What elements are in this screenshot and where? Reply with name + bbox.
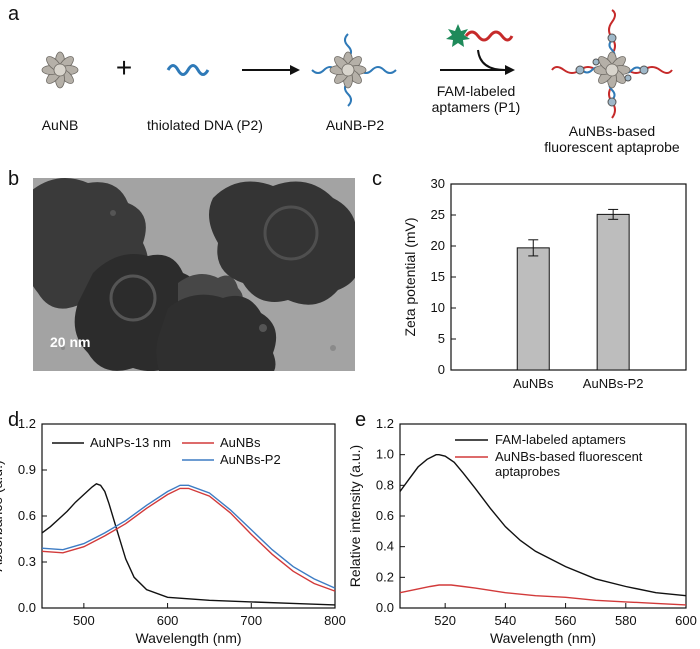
panel-label-d: d [8, 409, 19, 431]
y-tick-label: 0.4 [376, 539, 394, 554]
y-tick-label: 0 [438, 362, 445, 377]
series-line [399, 454, 687, 597]
y-tick-label: 25 [431, 207, 445, 222]
y-tick-label: 0.8 [376, 477, 394, 492]
legend-label: aptaprobes [495, 464, 561, 479]
scheme-label-aptaprobe-line1: AuNBs-based [569, 123, 655, 139]
x-tick-label: 600 [675, 613, 697, 628]
x-axis-label: Wavelength (nm) [135, 630, 241, 646]
scheme-label-aunb: AuNB [42, 117, 79, 133]
y-tick-label: 0.6 [376, 508, 394, 523]
y-tick-label: 1.2 [376, 416, 394, 431]
y-tick-label: 15 [431, 269, 445, 284]
scale-bar-label: 20 nm [50, 334, 91, 350]
y-tick-label: 1.0 [376, 447, 394, 462]
x-tick-label: 700 [240, 613, 262, 628]
plot-frame [450, 183, 687, 371]
aptaprobe-icon [551, 9, 673, 119]
aunb-core [341, 63, 355, 77]
y-tick-label: 0.0 [376, 600, 394, 615]
x-category-label: AuNBs [513, 376, 554, 391]
chart-e: 0.0 0.2 0.4 0.6 0.8 1.0 1.2 520 540 560 580 600 Wave… [347, 416, 697, 646]
series-line [41, 487, 336, 592]
x-tick-label: 520 [434, 613, 456, 628]
scheme-label-thiolated-dna: thiolated DNA (P2) [147, 117, 263, 133]
aunb-core [53, 63, 67, 77]
aunb-nanostructure-icon [41, 51, 79, 89]
y-tick-label: 0.6 [18, 508, 36, 523]
x-tick-label: 540 [495, 613, 517, 628]
scheme-label-aunb-p2: AuNB-P2 [326, 117, 385, 133]
scheme: AuNB + thiolated DNA (P2) AuNB-P2 [41, 9, 680, 155]
y-axis-label: Absorbance (a.u.) [0, 460, 5, 571]
reagent-label-line2: aptamers (P1) [432, 99, 521, 115]
reagent-label-line1: FAM-labeled [437, 83, 516, 99]
bar [516, 247, 550, 371]
legend-label: AuNPs-13 nm [90, 435, 171, 450]
y-tick-label: 0.2 [376, 569, 394, 584]
legend-label: FAM-labeled aptamers [495, 432, 626, 447]
fam-aptamer-icon [446, 24, 514, 47]
scheme-label-aptaprobe-line2: fluorescent aptaprobe [544, 139, 680, 155]
legend-label: AuNBs-P2 [220, 452, 281, 467]
panel-label-a: a [8, 3, 20, 25]
y-tick-label: 10 [431, 300, 445, 315]
legend-label: AuNBs [220, 435, 261, 450]
panel-label-c: c [372, 168, 382, 190]
legend-label: AuNBs-based fluorescent [495, 449, 643, 464]
x-tick-label: 600 [157, 613, 179, 628]
chart-d: 0.0 0.3 0.6 0.9 1.2 500 600 700 800 Wavelength (n… [0, 416, 346, 646]
y-axis-label: Zeta potential (mV) [402, 217, 418, 336]
series-line [399, 584, 687, 606]
x-tick-label: 500 [73, 613, 95, 628]
x-tick-label: 560 [555, 613, 577, 628]
y-tick-label: 0.3 [18, 554, 36, 569]
aunb-core [605, 63, 619, 77]
x-tick-label: 800 [324, 613, 346, 628]
panel-label-e: e [355, 409, 366, 431]
x-axis-label: Wavelength (nm) [490, 630, 596, 646]
y-tick-label: 5 [438, 331, 445, 346]
y-tick-label: 1.2 [18, 416, 36, 431]
arrow-2-head [505, 65, 515, 75]
aunb-p2-icon [311, 33, 397, 107]
chart-c: 0 5 10 15 20 25 30 AuNBs AuNBs-P2 Zeta potential … [402, 176, 687, 391]
arrow-1-head [290, 65, 300, 75]
tem-particles [33, 178, 355, 371]
y-tick-label: 0.0 [18, 600, 36, 615]
dna-strand-icon [166, 64, 210, 76]
x-tick-label: 580 [615, 613, 637, 628]
panel-label-b: b [8, 168, 19, 190]
plot-frame [41, 423, 336, 609]
y-tick-label: 0.9 [18, 462, 36, 477]
y-tick-label: 30 [431, 176, 445, 191]
y-tick-label: 20 [431, 238, 445, 253]
bar [596, 213, 630, 371]
tem-micrograph [33, 178, 355, 371]
arrow-2-curve [477, 49, 506, 71]
series-line [41, 484, 336, 589]
plus-sign: + [116, 52, 132, 83]
series-line [41, 483, 336, 606]
y-axis-label: Relative intensity (a.u.) [347, 445, 363, 587]
x-category-label: AuNBs-P2 [583, 376, 644, 391]
